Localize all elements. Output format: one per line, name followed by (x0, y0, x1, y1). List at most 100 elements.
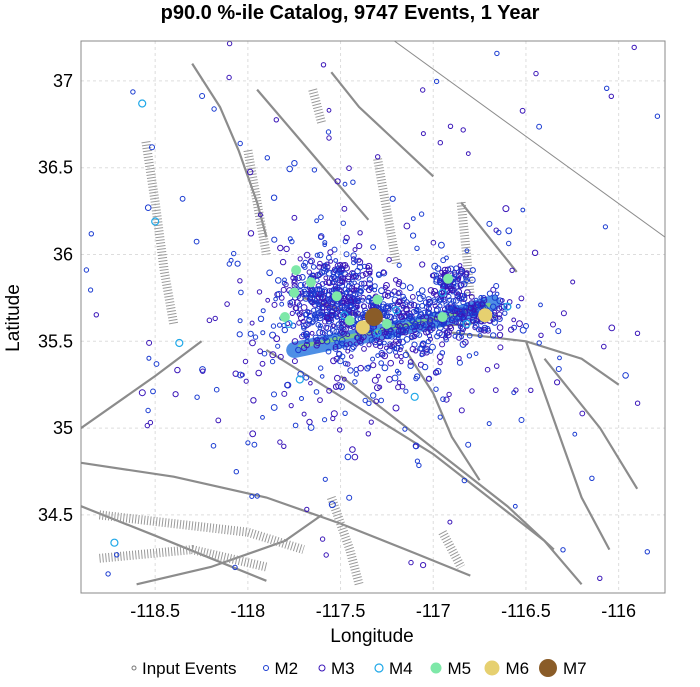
x-tick-label: -117 (416, 601, 451, 621)
event-point (387, 343, 394, 349)
event-point (271, 391, 277, 398)
event-point (439, 269, 445, 275)
event-point (439, 350, 446, 356)
event-point (557, 355, 562, 361)
event-point (326, 387, 333, 394)
event-point (378, 334, 385, 341)
event-point (335, 382, 343, 390)
event-point (236, 331, 243, 338)
event-m5 (291, 265, 302, 276)
legend-marker (484, 660, 500, 676)
event-point (252, 334, 259, 340)
event-point (283, 245, 290, 253)
event-point (297, 370, 304, 378)
rupture-trace (297, 302, 491, 349)
event-point (300, 331, 307, 338)
event-point (261, 350, 268, 357)
event-point (149, 144, 155, 151)
event-point (391, 374, 399, 382)
event-point (601, 343, 607, 350)
event-point (374, 384, 381, 392)
event-point (374, 337, 380, 343)
event-point (466, 353, 473, 359)
event-point (634, 400, 641, 406)
event-point (456, 329, 462, 335)
event-point (358, 280, 365, 287)
event-point (328, 501, 336, 509)
event-point (502, 205, 510, 213)
event-point (431, 288, 439, 295)
event-point (211, 106, 217, 112)
event-point (416, 313, 423, 320)
event-point (536, 340, 542, 346)
legend-label: M5 (448, 659, 472, 678)
event-point (249, 494, 255, 499)
event-point (362, 397, 368, 404)
legend-label: M3 (331, 659, 355, 678)
event-point (308, 298, 314, 304)
event-point (344, 453, 352, 461)
event-point (285, 321, 291, 327)
event-point (317, 271, 323, 278)
event-point (438, 241, 445, 249)
fault-line (339, 375, 555, 551)
event-point (338, 303, 344, 309)
event-point (460, 315, 467, 321)
event-point (515, 303, 521, 309)
event-point (271, 301, 278, 308)
event-point (350, 252, 357, 259)
event-point (463, 274, 469, 281)
event-point (341, 205, 348, 212)
event-point (473, 351, 479, 357)
event-point (88, 287, 94, 293)
fault-zone (373, 158, 401, 264)
event-point (345, 348, 351, 354)
event-point (349, 354, 354, 359)
event-point (352, 247, 358, 253)
event-point (382, 292, 389, 298)
event-point (311, 307, 317, 313)
event-point (492, 309, 498, 315)
x-tick-label: -117.5 (316, 601, 366, 621)
fault-zone (99, 545, 268, 572)
event-point (320, 62, 327, 68)
event-point (256, 289, 263, 295)
legend-marker (131, 665, 137, 671)
event-point (257, 315, 265, 322)
event-point (206, 317, 213, 324)
event-point (343, 251, 350, 258)
event-point (323, 314, 331, 321)
event-point (420, 322, 427, 329)
event-point (264, 155, 270, 161)
event-point (410, 232, 417, 239)
event-point (414, 323, 420, 329)
event-point (323, 275, 329, 281)
event-m5 (381, 318, 392, 329)
event-point (270, 404, 278, 411)
event-point (303, 311, 310, 318)
x-tick-label: -118.5 (130, 601, 180, 621)
event-point (288, 403, 294, 409)
event-point (249, 430, 257, 438)
event-point (407, 359, 414, 365)
event-point (331, 246, 338, 253)
event-point (291, 358, 298, 365)
event-point (153, 361, 160, 367)
event-point (232, 564, 238, 571)
fault-zone (327, 495, 364, 586)
event-point (477, 333, 483, 339)
event-point (314, 299, 320, 305)
event-point (331, 266, 339, 273)
event-point (382, 304, 390, 311)
event-point (317, 233, 325, 240)
event-point (479, 301, 485, 307)
event-point (420, 131, 426, 137)
event-point (300, 304, 308, 311)
event-point (322, 240, 328, 246)
event-point (172, 391, 179, 398)
event-point (496, 324, 504, 331)
event-m5 (289, 287, 300, 298)
event-point (508, 326, 515, 333)
event-point (360, 303, 367, 310)
event-point (332, 346, 339, 352)
